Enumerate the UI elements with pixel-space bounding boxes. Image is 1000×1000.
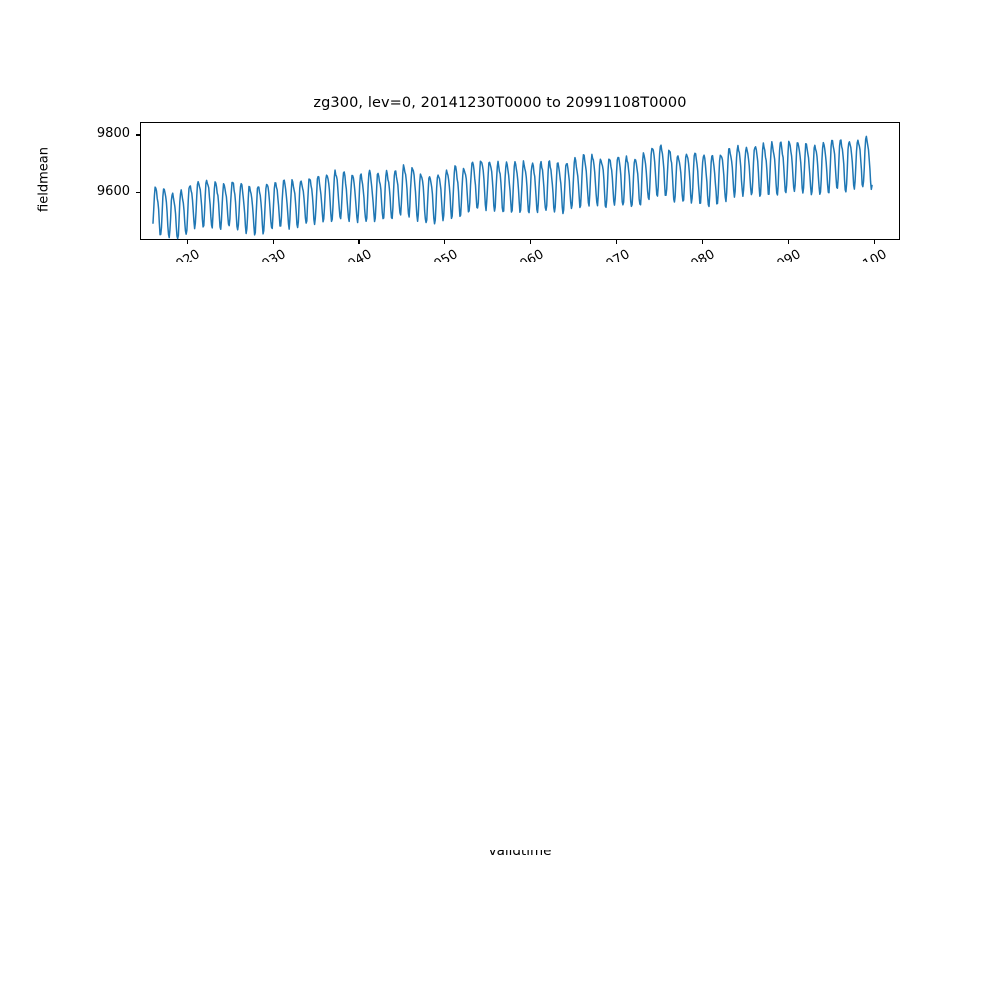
plot-panel-fieldmean: [140, 122, 900, 240]
tick-label-clip-mask: [0, 671, 1000, 850]
x-tick-mark: [616, 240, 618, 244]
y-tick-mark: [136, 192, 140, 194]
y-tick-mark: [136, 134, 140, 136]
figure-title: zg300, lev=0, 20141230T0000 to 20991108T…: [313, 95, 687, 111]
series-path: [152, 135, 873, 240]
x-tick-mark: [444, 240, 446, 244]
x-tick-mark: [701, 240, 704, 244]
y-tick-label: 9800: [96, 125, 130, 141]
x-tick-mark: [530, 240, 532, 244]
y-tick-label: 9600: [96, 183, 130, 199]
x-tick-mark: [186, 240, 188, 244]
x-tick-mark: [358, 240, 360, 244]
x-tick-mark: [873, 240, 875, 244]
y-axis-label-fieldmean: fieldmean: [36, 147, 52, 212]
data-line-fieldmean: [152, 135, 873, 240]
x-tick-mark: [787, 240, 789, 244]
x-tick-mark: [272, 240, 274, 244]
